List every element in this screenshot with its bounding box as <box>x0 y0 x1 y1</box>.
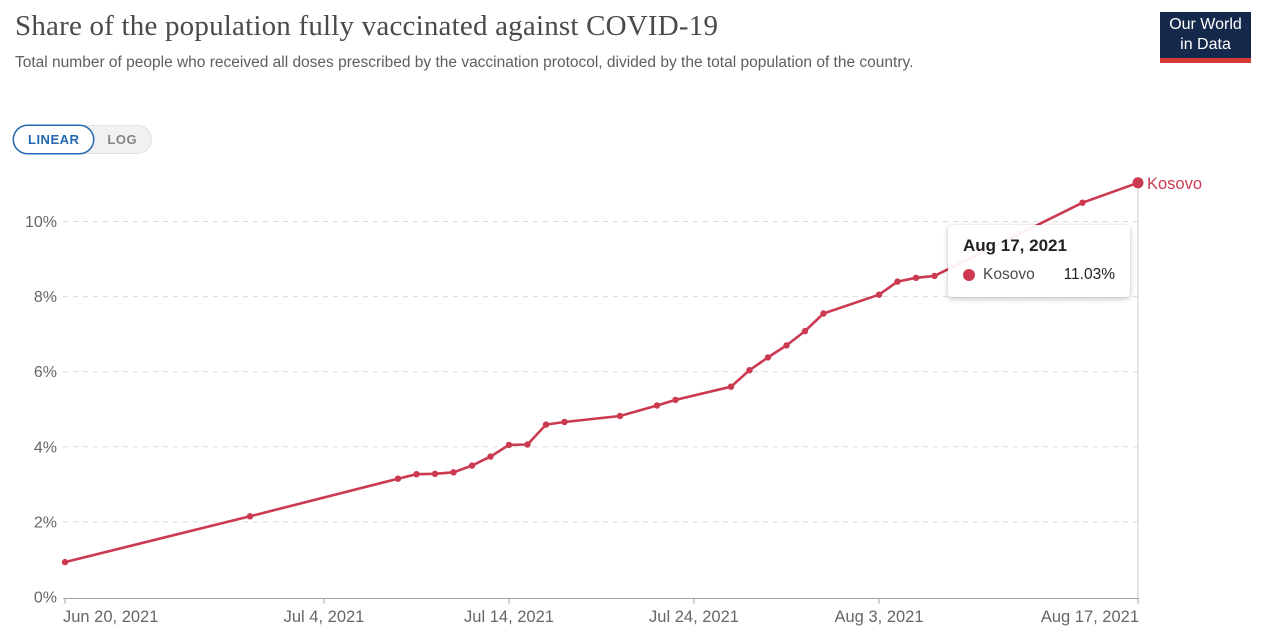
series-points <box>61 177 1144 566</box>
series-marker-icon <box>963 269 975 281</box>
x-tick-label: Jul 24, 2021 <box>649 608 739 626</box>
data-point[interactable] <box>487 453 494 460</box>
data-point[interactable] <box>413 471 420 478</box>
x-tick-label: Aug 17, 2021 <box>1041 608 1139 626</box>
owid-logo-red-bar <box>1160 58 1251 63</box>
tab-linear-scale[interactable]: LINEAR <box>14 126 94 153</box>
tab-log-scale[interactable]: LOG <box>93 126 151 153</box>
chart-subtitle: Total number of people who received all … <box>15 54 914 71</box>
scale-toggle: LINEAR LOG <box>14 126 152 153</box>
data-point[interactable] <box>783 342 790 349</box>
owid-logo[interactable]: Our World in Data <box>1160 12 1251 63</box>
y-tick-label: 10% <box>25 214 57 231</box>
data-point[interactable] <box>820 310 827 317</box>
data-point[interactable] <box>1079 199 1086 206</box>
data-point[interactable] <box>653 402 661 409</box>
data-point[interactable] <box>431 470 439 477</box>
data-point[interactable] <box>931 272 938 280</box>
data-point[interactable] <box>468 462 476 469</box>
x-tick-label: Aug 3, 2021 <box>835 608 924 626</box>
data-point[interactable] <box>616 412 624 420</box>
x-tick-label: Jul 14, 2021 <box>464 608 554 626</box>
data-point[interactable] <box>875 291 883 298</box>
data-point[interactable] <box>542 421 550 428</box>
data-point[interactable] <box>727 383 735 390</box>
y-tick-label: 8% <box>34 289 57 306</box>
y-tick-label: 4% <box>34 439 57 456</box>
data-point[interactable] <box>505 441 513 449</box>
data-point[interactable] <box>450 469 457 476</box>
series-end-label[interactable]: Kosovo <box>1147 175 1202 193</box>
data-point[interactable] <box>912 274 920 281</box>
y-tick-label: 0% <box>34 590 57 607</box>
page-title: Share of the population fully vaccinated… <box>15 10 719 42</box>
x-tick-label: Jul 4, 2021 <box>284 608 365 626</box>
data-point[interactable] <box>894 278 901 285</box>
data-point[interactable] <box>746 367 753 374</box>
tooltip-date: Aug 17, 2021 <box>963 236 1067 255</box>
tooltip: Aug 17, 2021 Kosovo 11.03% <box>948 225 1130 297</box>
tooltip-series-value: 11.03% <box>1063 266 1115 283</box>
data-point[interactable] <box>524 441 531 448</box>
owid-logo-line1: Our World <box>1169 16 1242 33</box>
chart-header: Share of the population fully vaccinated… <box>15 10 1145 74</box>
tooltip-series-row: Kosovo 11.03% <box>963 266 1115 284</box>
data-point[interactable] <box>246 513 254 520</box>
tooltip-series-name: Kosovo <box>983 266 1035 283</box>
data-point[interactable] <box>61 558 69 566</box>
data-point[interactable] <box>672 396 679 404</box>
y-tick-label: 6% <box>34 364 57 381</box>
x-axis <box>63 598 1139 604</box>
data-point[interactable] <box>801 327 809 335</box>
y-axis-labels: 0% 2% 4% 6% 8% 10% <box>25 214 57 607</box>
data-point[interactable] <box>561 418 568 426</box>
series-end-point[interactable] <box>1132 177 1144 189</box>
y-tick-label: 2% <box>34 514 57 531</box>
x-tick-label: Jun 20, 2021 <box>63 608 158 626</box>
x-axis-labels: Jun 20, 2021 Jul 4, 2021 Jul 14, 2021 Jul 2… <box>63 608 1139 626</box>
data-point[interactable] <box>394 475 402 482</box>
owid-logo-line2: in Data <box>1180 36 1231 53</box>
data-point[interactable] <box>764 354 772 361</box>
